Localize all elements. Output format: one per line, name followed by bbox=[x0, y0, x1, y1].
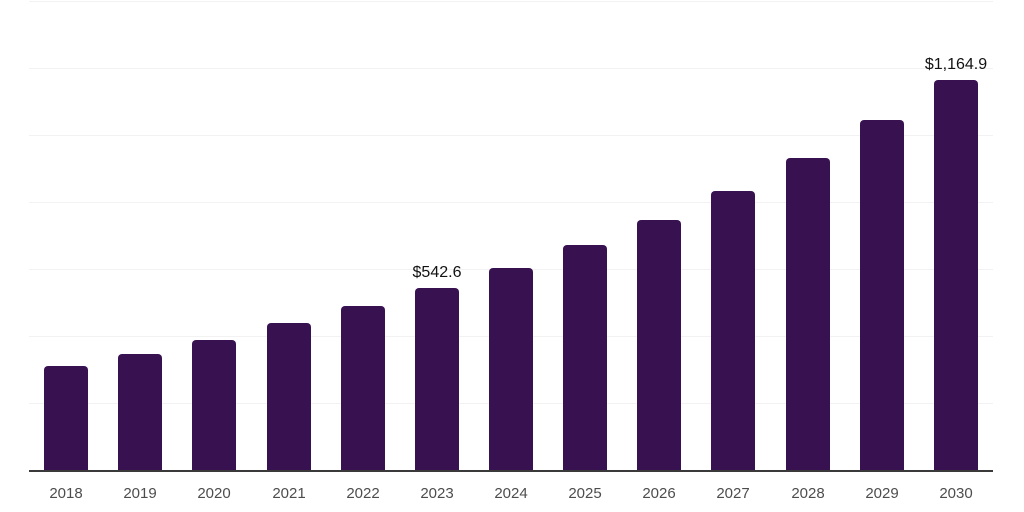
bar-2019[interactable] bbox=[118, 354, 162, 470]
bar-2023[interactable] bbox=[415, 288, 459, 470]
bar-2020[interactable] bbox=[192, 340, 236, 470]
bar-2025[interactable] bbox=[563, 245, 607, 470]
bar-2026[interactable] bbox=[637, 220, 681, 470]
x-tick-label-2018: 2018 bbox=[49, 485, 83, 502]
bar-2022[interactable] bbox=[341, 306, 385, 470]
bar-2027[interactable] bbox=[711, 191, 755, 470]
x-tick-label-2026: 2026 bbox=[642, 485, 676, 502]
x-tick-label-2020: 2020 bbox=[197, 485, 231, 502]
x-tick-label-2021: 2021 bbox=[272, 485, 306, 502]
x-tick-label-2028: 2028 bbox=[791, 485, 825, 502]
gridline-1400 bbox=[29, 1, 993, 2]
x-tick-label-2019: 2019 bbox=[123, 485, 157, 502]
gridline-1200 bbox=[29, 68, 993, 69]
x-tick-label-2025: 2025 bbox=[568, 485, 602, 502]
x-tick-label-2022: 2022 bbox=[346, 485, 380, 502]
bar-2021[interactable] bbox=[267, 323, 311, 470]
value-label-2030: $1,164.9 bbox=[924, 56, 988, 73]
bar-2024[interactable] bbox=[489, 268, 533, 470]
x-tick-label-2030: 2030 bbox=[939, 485, 973, 502]
bar-2030[interactable] bbox=[934, 80, 978, 470]
x-tick-label-2023: 2023 bbox=[420, 485, 454, 502]
bar-2029[interactable] bbox=[860, 120, 904, 470]
x-axis-line bbox=[29, 470, 993, 472]
x-tick-label-2029: 2029 bbox=[865, 485, 899, 502]
gridline-1000 bbox=[29, 135, 993, 136]
gridline-800 bbox=[29, 202, 993, 203]
x-tick-label-2027: 2027 bbox=[716, 485, 750, 502]
x-tick-label-2024: 2024 bbox=[494, 485, 528, 502]
bar-2018[interactable] bbox=[44, 366, 88, 470]
bar-2028[interactable] bbox=[786, 158, 830, 470]
value-label-2023: $542.6 bbox=[412, 264, 462, 281]
